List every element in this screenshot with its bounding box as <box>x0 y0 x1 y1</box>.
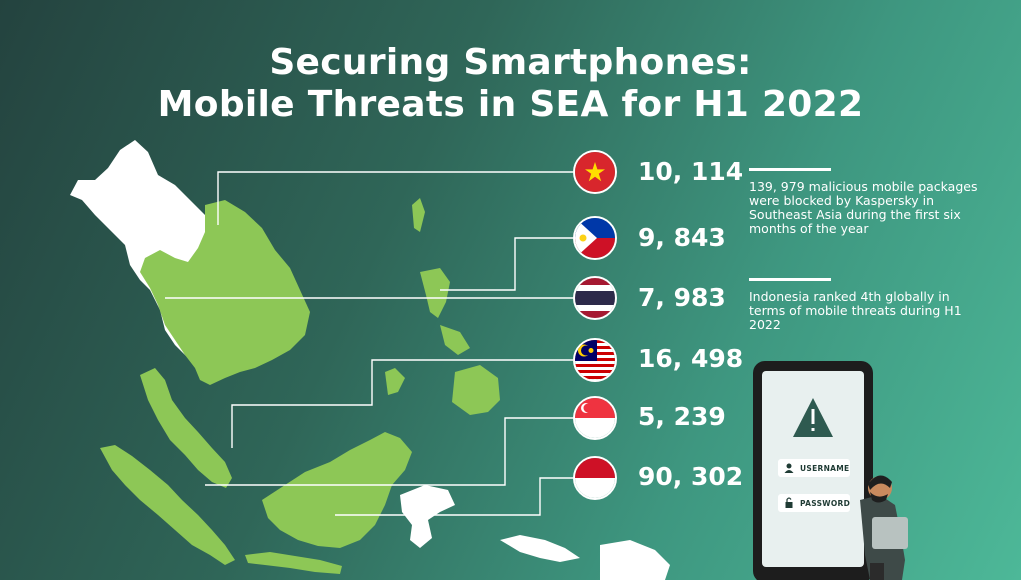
palawan <box>385 368 405 395</box>
connector-philippines <box>440 237 573 291</box>
note-divider <box>749 278 831 281</box>
connector-lines <box>165 171 573 516</box>
username-field <box>778 459 850 477</box>
lock-icon <box>785 497 793 508</box>
title-line-1: Securing Smartphones: <box>269 42 752 83</box>
borneo <box>262 432 412 548</box>
taiwan <box>412 198 425 232</box>
page-title: Securing Smartphones: Mobile Threats in … <box>0 42 1021 126</box>
visayas <box>440 325 470 355</box>
connector-vietnam <box>217 171 573 225</box>
warning-icon <box>793 398 833 437</box>
mainland-sea-landmass <box>140 200 310 385</box>
java <box>245 552 342 574</box>
indonesia-flag-icon <box>573 456 617 500</box>
mindanao <box>452 365 500 415</box>
thailand-flag-icon <box>573 276 617 320</box>
connector-singapore <box>205 417 573 486</box>
user-icon <box>784 463 794 473</box>
vietnam-flag-icon <box>573 150 617 194</box>
new-guinea-edge <box>600 540 670 580</box>
malaysia-count: 16, 498 <box>638 344 744 373</box>
malaysia-flag-icon <box>573 338 617 382</box>
philippines-count: 9, 843 <box>638 223 726 252</box>
singapore-flag-icon <box>573 396 617 440</box>
singapore-count: 5, 239 <box>638 402 726 431</box>
thailand-count: 7, 983 <box>638 283 726 312</box>
vietnam-count: 10, 114 <box>638 157 744 186</box>
blocked-packages-note: 139, 979 malicious mobile packages were … <box>749 179 978 236</box>
note-divider <box>749 168 831 171</box>
title-line-2: Mobile Threats in SEA for H1 2022 <box>157 84 864 125</box>
connector-indonesia <box>335 477 573 516</box>
password-label: PASSWORD <box>800 499 851 508</box>
malay-peninsula <box>140 368 232 488</box>
sulawesi <box>400 485 455 548</box>
password-field <box>778 494 850 512</box>
connector-malaysia <box>231 359 573 448</box>
indonesia-count: 90, 302 <box>638 462 744 491</box>
hacker-figure <box>860 475 908 580</box>
philippines-flag-icon <box>573 216 617 260</box>
username-label: USERNAME <box>800 464 850 473</box>
eastern-islands <box>500 535 580 562</box>
luzon <box>420 268 450 318</box>
sumatra <box>100 445 235 565</box>
indonesia-rank-note: Indonesia ranked 4th globally in terms o… <box>749 289 962 332</box>
